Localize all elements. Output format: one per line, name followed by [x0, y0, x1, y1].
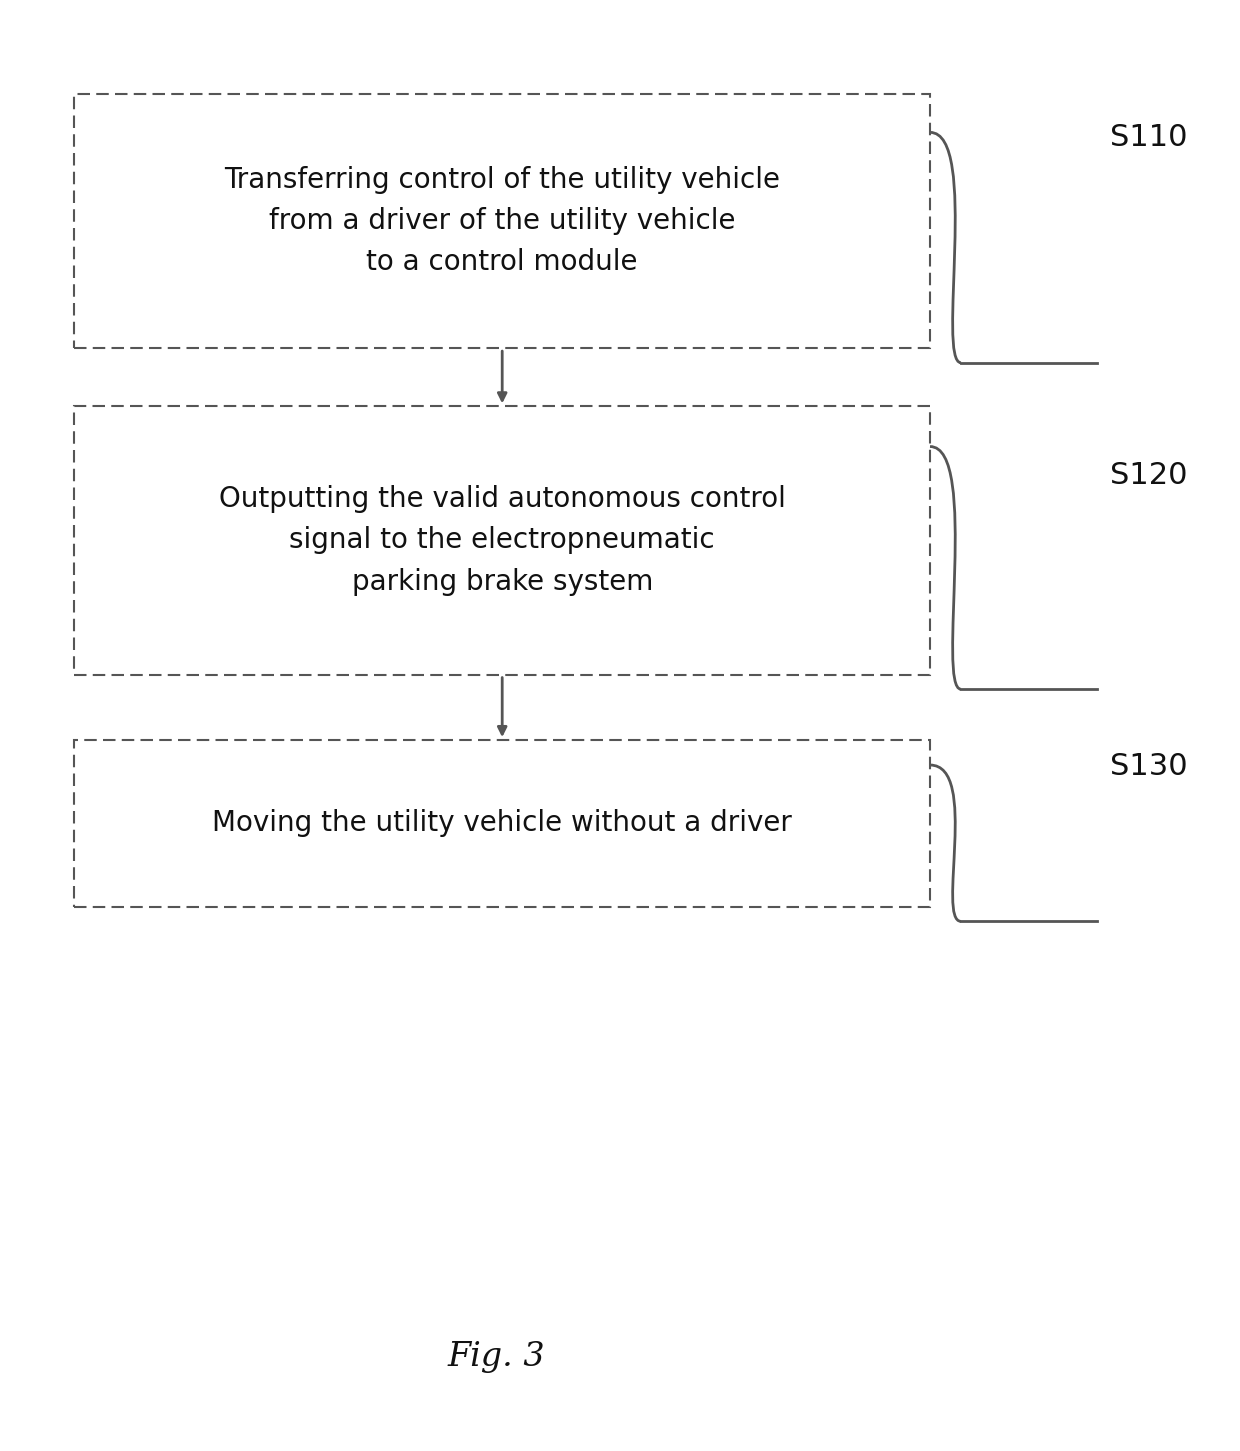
FancyBboxPatch shape	[74, 94, 930, 348]
Text: Outputting the valid autonomous control
signal to the electropneumatic
parking b: Outputting the valid autonomous control …	[218, 485, 786, 596]
Text: Fig. 3: Fig. 3	[448, 1341, 544, 1373]
Text: S130: S130	[1110, 752, 1188, 781]
Text: S120: S120	[1110, 461, 1188, 490]
FancyBboxPatch shape	[74, 406, 930, 675]
Text: Moving the utility vehicle without a driver: Moving the utility vehicle without a dri…	[212, 810, 792, 837]
Text: Transferring control of the utility vehicle
from a driver of the utility vehicle: Transferring control of the utility vehi…	[224, 165, 780, 277]
FancyBboxPatch shape	[74, 740, 930, 907]
Text: S110: S110	[1110, 123, 1188, 152]
